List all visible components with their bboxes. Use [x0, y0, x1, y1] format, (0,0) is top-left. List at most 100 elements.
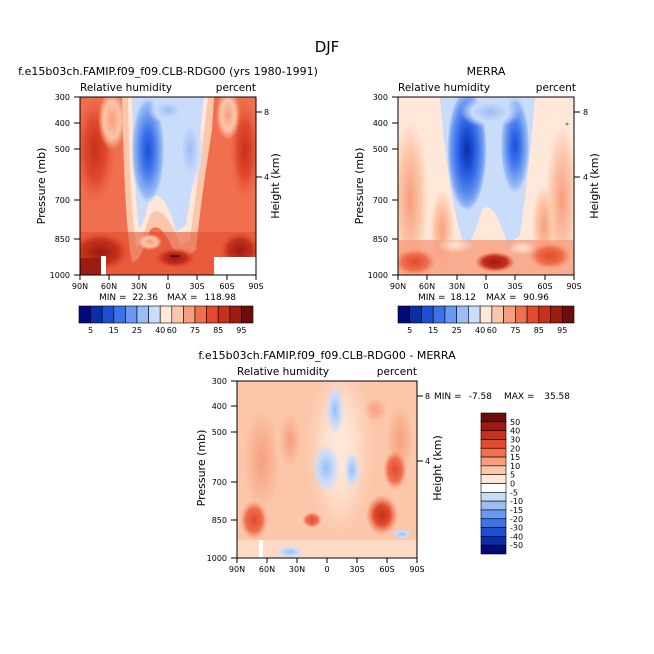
panel-difference-ytick: 500 — [212, 428, 227, 437]
panel-model-colorbar-swatch — [113, 305, 126, 324]
panel-model-field — [80, 97, 256, 275]
panel-model-colorbar-swatch — [125, 305, 138, 324]
panel-model-y2label: Height (km) — [269, 153, 282, 219]
figure-title: DJF — [315, 38, 340, 56]
panel-difference-min-label: MIN = — [434, 392, 462, 402]
panel-merra-y2-axis: 8 4 Height (km) — [574, 108, 601, 219]
panel-difference-colorbar-swatch — [480, 544, 507, 555]
panel-merra-colorbar-label: 40 — [475, 326, 485, 335]
panel-merra-x-axis: 90N 60N 30N 0 30S 60S 90S — [390, 275, 582, 291]
panel-difference-colorbar-label: -10 — [510, 497, 523, 506]
panel-difference-field — [237, 381, 417, 558]
panel-difference-y2-axis: 8 4 Height (km) — [417, 392, 444, 501]
panel-model-xtick: 30S — [189, 282, 204, 291]
panel-difference-right-label: percent — [377, 366, 417, 378]
panel-merra-colorbar-swatch — [561, 305, 575, 324]
panel-merra-y-axis: 300 400 500 700 850 1000 Pressure (mb) — [353, 93, 398, 280]
panel-merra-colorbar-swatch — [503, 305, 516, 324]
panel-model-xtick: 0 — [165, 282, 170, 291]
panel-merra-title: MERRA — [467, 65, 506, 78]
panel-merra-colorbar-swatch — [468, 305, 481, 324]
panel-merra-stats: MIN = 18.12 MAX = 90.96 — [418, 293, 549, 303]
panel-merra-ytick: 400 — [373, 119, 388, 128]
panel-merra-colorbar-swatch — [550, 305, 563, 324]
panel-merra-ytick: 700 — [373, 196, 388, 205]
panel-merra-colorbar-label: 5 — [407, 326, 412, 335]
panel-difference-y-axis: 300 400 500 700 850 1000 Pressure (mb) — [195, 377, 237, 563]
panel-difference-colorbar-swatch — [480, 492, 507, 502]
panel-model-colorbar: 5 15 25 40 60 75 85 95 — [78, 305, 254, 335]
panel-merra-colorbar-label: 15 — [428, 326, 438, 335]
panel-model-min-label: MIN = — [99, 293, 127, 303]
panel-merra-left-label: Relative humidity — [398, 82, 490, 94]
panel-merra: MERRA Relative humidity percent — [353, 65, 601, 335]
panel-model-colorbar-label: 40 — [155, 326, 165, 335]
panel-model-ytick: 400 — [55, 119, 70, 128]
panel-model-colorbar-swatch — [194, 305, 207, 324]
panel-difference-xtick: 60S — [379, 565, 394, 574]
panel-merra-colorbar-swatch — [432, 305, 446, 324]
panel-merra-xtick: 30N — [449, 282, 465, 291]
panel-difference-ylabel: Pressure (mb) — [195, 430, 208, 507]
panel-difference-colorbar-label: -20 — [510, 515, 523, 524]
panel-model-colorbar-swatch — [171, 305, 184, 324]
panel-model-colorbar-swatch — [136, 305, 149, 324]
panel-difference-colorbar-label: 0 — [510, 480, 515, 489]
panel-merra-colorbar-swatch — [444, 305, 457, 324]
panel-model-xtick: 60N — [101, 282, 117, 291]
panel-difference-colorbar-swatch — [480, 456, 507, 467]
panel-merra-y2label: Height (km) — [588, 153, 601, 219]
panel-model-colorbar-label: 15 — [109, 326, 119, 335]
panel-difference-colorbar-label: 15 — [510, 453, 520, 462]
panel-difference-xtick: 30N — [289, 565, 305, 574]
panel-difference-xtick: 60N — [259, 565, 275, 574]
panel-model-colorbar-swatch — [148, 305, 161, 324]
panel-model-colorbar-label: 95 — [236, 326, 246, 335]
panel-merra-colorbar-label: 60 — [487, 326, 497, 335]
panel-difference-x-axis: 90N 60N 30N 0 30S 60S 90S — [229, 558, 425, 574]
panel-difference-colorbar-swatch — [480, 412, 507, 423]
panel-model-right-label: percent — [216, 82, 256, 94]
panel-model-colorbar-swatch — [217, 305, 231, 324]
panel-merra-colorbar-swatch — [491, 305, 504, 324]
panel-model-x-axis: 90N 60N 30N 0 30S 60S 90S — [72, 275, 264, 291]
panel-merra-max-value: 90.96 — [523, 293, 549, 303]
panel-difference-colorbar-swatch — [480, 509, 507, 520]
panel-difference-xtick: 30S — [349, 565, 364, 574]
panel-merra-min-label: MIN = — [418, 293, 446, 303]
panel-merra-colorbar-swatch — [538, 305, 551, 324]
panel-difference-colorbar-swatch — [480, 439, 507, 449]
panel-merra-xtick: 30S — [507, 282, 522, 291]
panel-model-colorbar-swatch — [241, 305, 254, 324]
panel-difference-ytick: 700 — [212, 478, 227, 487]
panel-model-max-label: MAX = — [167, 293, 198, 303]
panel-model-y-axis: 300 400 500 700 850 1000 Pressure (mb) — [35, 93, 80, 280]
panel-difference-colorbar-label: -30 — [510, 524, 523, 533]
panel-model-colorbar-label: 25 — [132, 326, 142, 335]
panel-difference-ytick: 1000 — [207, 554, 227, 563]
panel-difference-xtick: 0 — [324, 565, 329, 574]
panel-model-ytick: 850 — [55, 235, 70, 244]
panel-merra-colorbar-swatch — [456, 305, 469, 324]
panel-difference-colorbar-swatch — [480, 500, 507, 511]
panel-merra-ytick: 850 — [373, 235, 388, 244]
panel-difference-colorbar-label: 40 — [510, 427, 520, 436]
panel-merra-max-label: MAX = — [486, 293, 517, 303]
panel-model-y2-axis: 8 4 Height (km) — [256, 108, 282, 219]
panel-merra-xtick: 90S — [566, 282, 581, 291]
panel-model-y2tick: 8 — [264, 108, 269, 117]
panel-model-xtick: 60S — [219, 282, 234, 291]
panel-model-colorbar-label: 85 — [213, 326, 223, 335]
panel-model-xtick: 90S — [248, 282, 263, 291]
panel-merra-xtick: 60N — [419, 282, 435, 291]
panel-difference-colorbar-label: 20 — [510, 444, 520, 453]
panel-model-colorbar-swatch — [101, 305, 115, 324]
panel-merra-ytick: 300 — [373, 93, 388, 102]
panel-difference-colorbar-label: 30 — [510, 435, 520, 444]
panel-difference-min-value: -7.58 — [469, 392, 493, 402]
panel-model-title: f.e15b03ch.FAMIP.f09_f09.CLB-RDG00 (yrs … — [18, 65, 318, 78]
panel-difference-ytick: 850 — [212, 516, 227, 525]
panel-merra-colorbar-label: 25 — [452, 326, 462, 335]
panel-merra-y2tick: 4 — [583, 173, 588, 182]
panel-model-ytick: 700 — [55, 196, 70, 205]
